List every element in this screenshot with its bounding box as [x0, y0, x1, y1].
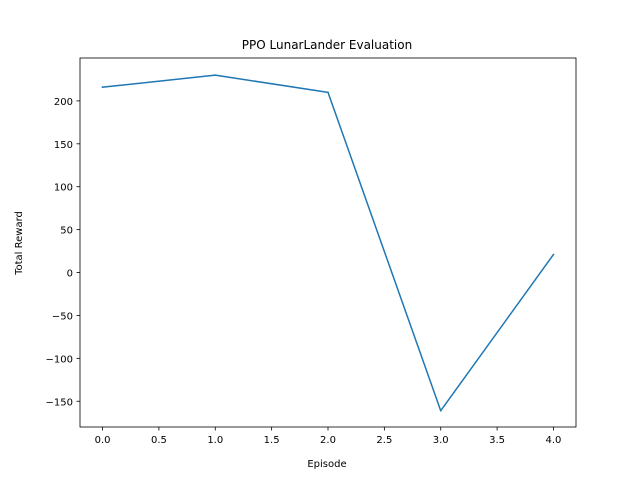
chart-title: PPO LunarLander Evaluation [242, 38, 412, 52]
y-tick-label: −150 [46, 397, 73, 408]
y-tick-label: 200 [54, 97, 73, 108]
x-tick-label: 1.0 [207, 435, 223, 446]
data-point-0-2 [327, 91, 329, 94]
y-tick-label: 100 [54, 183, 73, 194]
x-tick-label: 1.5 [264, 435, 280, 446]
x-tick-label: 0.0 [95, 435, 111, 446]
x-tick-label: 0.5 [151, 435, 167, 446]
x-tick-label: 3.5 [489, 435, 505, 446]
data-point-0-3 [439, 409, 442, 412]
y-tick-label: −100 [46, 354, 73, 365]
y-tick-label: 0 [67, 269, 73, 280]
x-tick-label: 2.0 [320, 435, 336, 446]
y-tick-label: 50 [60, 226, 73, 237]
y-tick-label: −50 [52, 311, 73, 322]
x-tick-label: 3.0 [433, 435, 449, 446]
x-axis-label: Episode [307, 459, 346, 470]
x-tick-label: 4.0 [546, 435, 562, 446]
data-point-0-4 [552, 253, 555, 256]
data-point-0-0 [101, 86, 104, 88]
plot-area: 0.0 0.5 1.0 1.5 2.0 2.5 3.0 3.5 4.0 −150 −100 −50 0 5… [46, 57, 577, 446]
x-tick-label: 2.5 [376, 435, 392, 446]
data-point-0-1 [214, 74, 217, 76]
y-tick-label: 150 [54, 140, 73, 151]
y-axis-label: Total Reward [14, 211, 25, 276]
